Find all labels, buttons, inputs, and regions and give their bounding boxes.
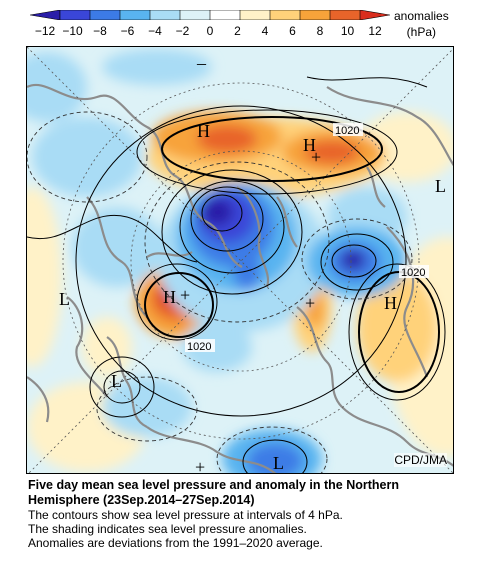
colorbar-tick-label: 0 <box>206 24 214 38</box>
high-center: H <box>163 287 176 307</box>
colorbar-tick-label: −4 <box>148 24 162 38</box>
colorbar-tick-label: 12 <box>368 24 382 38</box>
colorbar-unit-subtitle: (hPa) <box>406 25 437 39</box>
colorbar-segment <box>119 10 151 20</box>
plus-marker: + <box>311 147 321 167</box>
caption-line: Anomalies are deviations from the 1991–2… <box>28 536 323 550</box>
contour-label: 1020 <box>335 125 359 137</box>
colorbar-tick-label: −8 <box>93 24 107 38</box>
low-center: L <box>111 371 122 391</box>
high-center: H <box>303 135 316 155</box>
anomaly-colorbar: −12 −10 −8 −6 −4 −2 0 2 4 6 8 10 12 <box>30 8 390 42</box>
colorbar-ticks: −12 −10 −8 −6 −4 −2 0 2 4 6 8 10 12 <box>30 24 390 40</box>
colorbar-tick-label: −6 <box>120 24 135 38</box>
colorbar-segment <box>30 10 61 20</box>
colorbar-tick-label: −10 <box>62 24 83 38</box>
pressure-contours <box>27 76 446 473</box>
colorbar-tick-label: −12 <box>34 24 56 38</box>
plus-marker: + <box>305 293 315 313</box>
colorbar-segment <box>59 10 91 20</box>
colorbar-segment <box>329 10 361 20</box>
colorbar-ramp <box>30 10 390 20</box>
anomaly-contours <box>27 111 413 473</box>
caption-title: Five day mean sea level pressure and ano… <box>28 478 399 507</box>
contour-value-labels: 1020 1020 1020 <box>185 123 429 353</box>
contour-label: 1020 <box>187 341 211 353</box>
colorbar-segment <box>209 10 241 20</box>
colorbar-segment <box>239 10 271 20</box>
caption-lines: The contours show sea level pressure at … <box>28 508 468 550</box>
low-center: L <box>59 289 70 309</box>
colorbar-tick-label: −2 <box>175 24 190 38</box>
plus-marker: + <box>195 457 205 474</box>
contour-label: 1020 <box>401 267 425 279</box>
colorbar-segment <box>359 10 390 20</box>
colorbar-segment <box>149 10 181 20</box>
low-center: L <box>435 176 446 196</box>
colorbar-tick-label: 4 <box>261 24 269 38</box>
polar-map: H H H H L L L L – + + + + 1020 1020 <box>26 46 454 474</box>
caption-line: The shading indicates sea level pressure… <box>28 522 307 536</box>
colorbar-segment <box>89 10 121 20</box>
colorbar-unit: anomalies (hPa) <box>394 8 449 40</box>
graticule <box>27 47 453 473</box>
high-center: H <box>384 293 397 313</box>
colorbar-segment <box>299 10 331 20</box>
pressure-centers: H H H H L L L L – + + + + <box>59 53 446 474</box>
colorbar-tick-label: 10 <box>340 24 355 38</box>
caption-line: The contours show sea level pressure at … <box>28 508 343 522</box>
colorbar-tick-label: 8 <box>316 24 324 38</box>
high-center: H <box>197 121 210 141</box>
map-credit: CPD/JMA <box>394 453 447 467</box>
colorbar-segment <box>179 10 211 20</box>
colorbar-segment <box>269 10 301 20</box>
colorbar-unit-title: anomalies <box>394 9 449 23</box>
colorbar-tick-label: 2 <box>234 24 241 38</box>
colorbar-tick-label: 6 <box>289 24 296 38</box>
plus-marker: + <box>180 285 190 305</box>
low-center: L <box>273 453 284 473</box>
minus-marker: – <box>196 53 207 73</box>
map-caption: Five day mean sea level pressure and ano… <box>28 478 468 550</box>
polar-map-canvas: H H H H L L L L – + + + + 1020 1020 <box>27 47 453 474</box>
